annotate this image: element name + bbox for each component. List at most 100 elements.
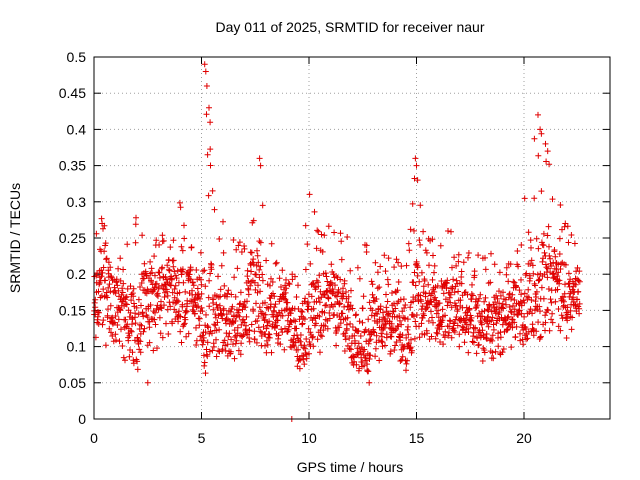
data-point [220,218,226,225]
y-tick-label: 0.3 [67,194,87,210]
data-point [206,104,212,111]
data-point [199,308,206,315]
data-point [489,349,496,356]
data-point [132,314,138,321]
data-point [475,341,482,348]
data-point [463,321,470,328]
data-point [355,328,362,335]
data-point [241,245,248,252]
data-point [396,317,403,324]
data-point [433,310,440,317]
data-point [125,337,132,344]
data-point [496,300,503,307]
data-point [156,241,163,248]
data-point [297,338,304,345]
data-point [405,240,412,247]
data-point [448,304,455,311]
data-point [532,282,539,289]
data-point [267,295,274,302]
data-point [384,298,391,305]
data-point [411,269,418,276]
data-point [246,338,253,345]
data-point [437,339,443,345]
data-point [366,299,373,306]
data-point [542,261,549,268]
data-point [218,311,225,318]
data-point [324,278,331,285]
data-point [353,311,360,318]
data-point [308,293,315,300]
data-point [196,315,203,322]
data-point [251,328,258,335]
data-point [445,332,452,339]
data-point [359,305,366,312]
data-point [345,293,352,300]
data-point [233,246,240,253]
data-point [273,322,280,329]
data-point [469,338,476,345]
data-point [342,336,349,343]
data-point [371,329,378,336]
data-point [137,349,144,356]
data-point [317,349,323,356]
data-point [482,254,488,261]
data-point [295,282,301,289]
data-point [285,280,292,287]
data-point [372,353,379,360]
data-point [191,310,198,317]
data-point [122,357,128,364]
data-point [116,338,123,345]
data-point [419,303,426,310]
data-point [253,262,260,269]
data-point [202,283,209,290]
data-point [177,313,184,320]
data-point [282,282,289,289]
data-point [159,334,166,341]
data-point [247,282,254,289]
data-point [555,269,562,276]
data-point [525,294,532,301]
data-point [150,347,157,354]
data-point [132,239,139,246]
data-point [327,279,334,286]
data-point [450,276,457,283]
data-point [418,298,425,305]
data-point [516,307,523,314]
data-point [198,281,205,288]
data-point [119,289,126,296]
data-point [262,299,268,306]
data-point [237,300,244,307]
data-point [315,228,322,235]
data-point [411,335,418,342]
data-point [521,195,528,202]
data-point [274,317,281,324]
data-point [135,296,142,303]
data-point [244,273,251,280]
data-point [455,251,462,258]
data-point [465,254,471,261]
data-point [257,162,264,169]
data-point [455,288,462,295]
data-point [507,308,514,315]
data-point [555,261,562,268]
data-point [548,316,555,323]
data-point [359,319,366,326]
data-point [202,370,209,377]
data-point [259,271,266,278]
data-point [432,335,439,342]
data-point [246,335,253,341]
data-point [411,175,418,182]
data-point [528,257,535,264]
data-point [374,320,381,326]
data-point [506,304,513,310]
data-point [344,314,351,321]
data-point [486,303,493,310]
data-point [268,349,275,356]
data-point [511,306,518,313]
data-point [104,294,111,301]
data-point [102,240,109,247]
data-point [141,325,148,332]
data-point [307,260,314,267]
data-point [557,202,564,208]
data-point [231,355,238,362]
